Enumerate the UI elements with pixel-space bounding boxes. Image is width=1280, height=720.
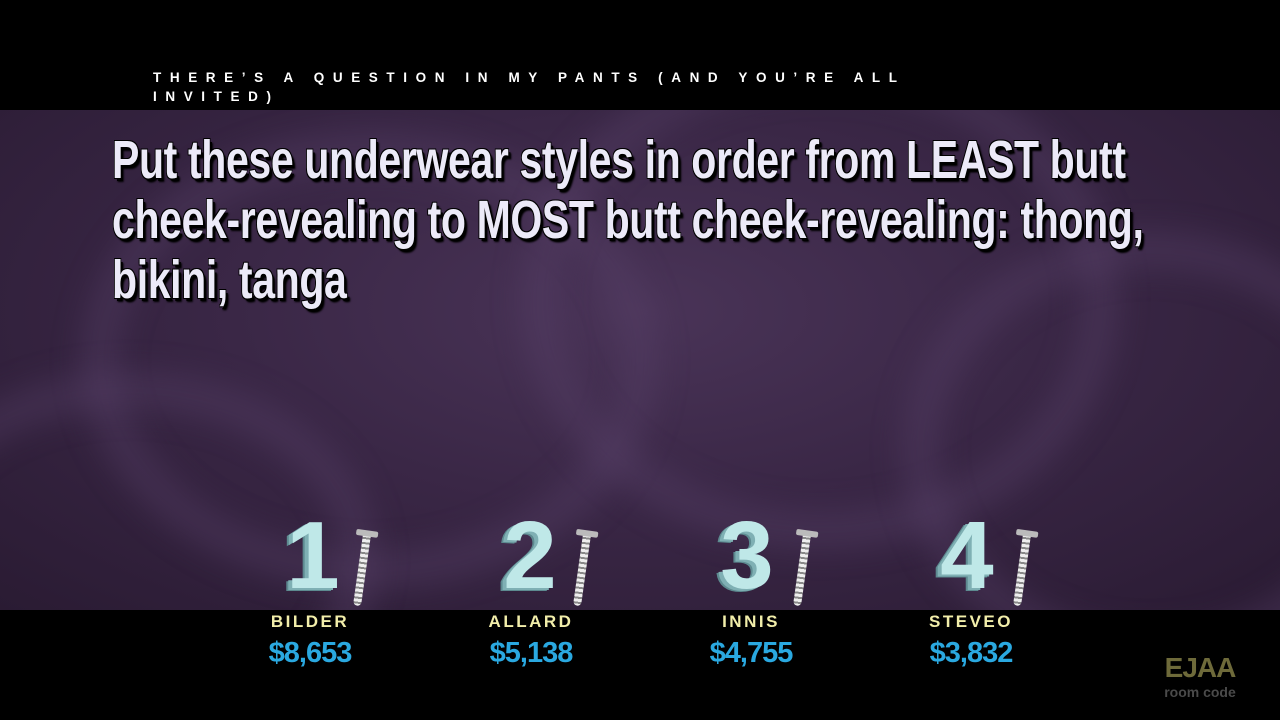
player-score: $3,832 bbox=[929, 637, 1014, 669]
player-number-1: 1 bbox=[286, 502, 340, 609]
player-name: INNIS bbox=[722, 612, 780, 631]
player-score: $8,653 bbox=[268, 637, 353, 669]
player-number-3: 3 bbox=[720, 502, 774, 609]
top-bar: There’s a question in my pants (and you’… bbox=[0, 0, 1280, 110]
room-code-label: room code bbox=[1164, 684, 1236, 700]
player-number-4: 4 bbox=[940, 502, 994, 609]
room-code-value: EJAA bbox=[1164, 652, 1237, 683]
player-score: $5,138 bbox=[489, 637, 574, 669]
question-text: Put these underwear styles in order from… bbox=[112, 130, 1144, 310]
player-score: $4,755 bbox=[709, 637, 794, 669]
player-name: ALLARD bbox=[488, 612, 574, 631]
player-number-2: 2 bbox=[503, 502, 557, 609]
category-title: There’s a question in my pants (and you’… bbox=[153, 70, 906, 104]
question-stage bbox=[0, 110, 1280, 610]
player-name: STEVEO bbox=[929, 612, 1013, 631]
scoreboard bbox=[0, 610, 1280, 720]
player-name: BILDER bbox=[270, 612, 350, 631]
room-code: EJAA room code bbox=[1150, 652, 1250, 700]
